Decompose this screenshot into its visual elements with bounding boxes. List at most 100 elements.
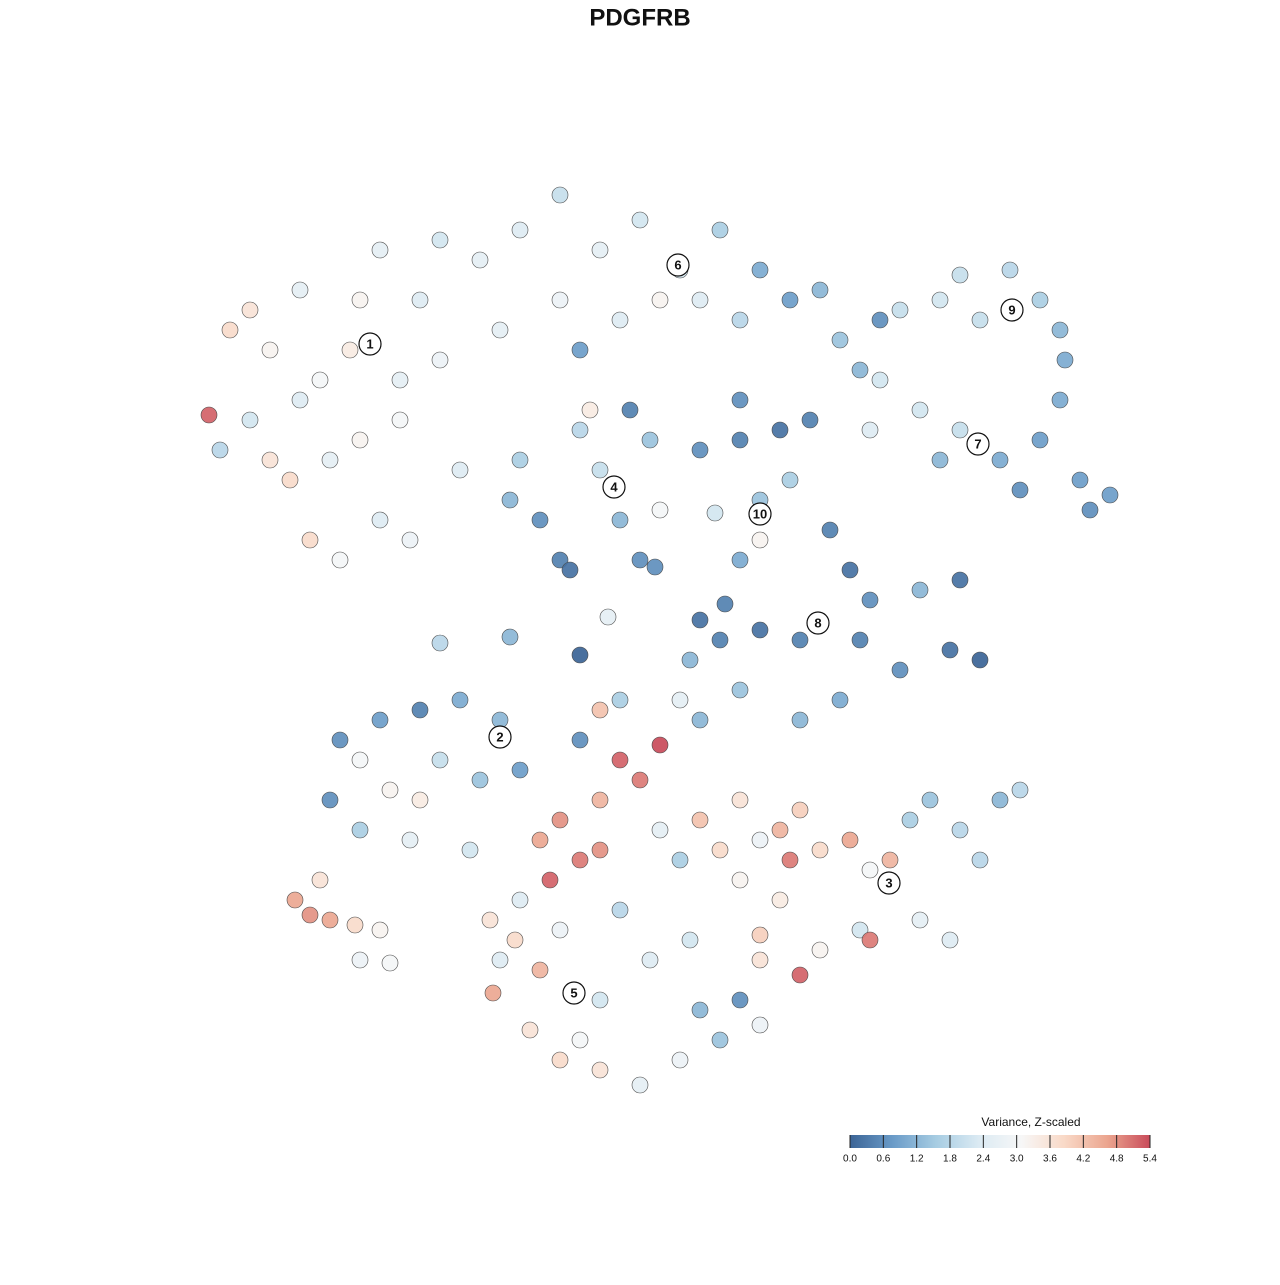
- point: [571, 421, 589, 439]
- point: [346, 916, 364, 934]
- point: [781, 471, 799, 489]
- point: [551, 811, 569, 829]
- point: [461, 841, 479, 859]
- point: [851, 631, 869, 649]
- point: [221, 321, 239, 339]
- colorbar: Variance, Z-scaled 0.0 0.6 1.2 1.8 2.4 3.0 3.6…: [843, 1115, 1157, 1164]
- point: [1051, 391, 1069, 409]
- point: [646, 558, 664, 576]
- point: [641, 431, 659, 449]
- point: [471, 251, 489, 269]
- point: [1081, 501, 1099, 519]
- colorbar-gradient: [850, 1135, 1150, 1148]
- cluster-label-badge: [666, 253, 690, 277]
- point: [861, 421, 879, 439]
- point: [631, 551, 649, 569]
- point: [691, 1001, 709, 1019]
- point: [831, 691, 849, 709]
- point: [651, 291, 669, 309]
- colorbar-tick-label: 1.2: [910, 1154, 924, 1165]
- point: [351, 951, 369, 969]
- point: [631, 771, 649, 789]
- point: [511, 451, 529, 469]
- point: [401, 831, 419, 849]
- point: [611, 511, 629, 529]
- cluster-label-badge: [358, 332, 382, 356]
- point: [431, 751, 449, 769]
- point: [411, 291, 429, 309]
- point: [791, 711, 809, 729]
- point: [991, 451, 1009, 469]
- cluster-labels: 1 6 9 7 4 10 8 2 3 5: [358, 253, 1024, 1005]
- point: [591, 841, 609, 859]
- point: [301, 531, 319, 549]
- point: [651, 821, 669, 839]
- colorbar-tick-label: 0.0: [843, 1154, 857, 1165]
- point: [381, 954, 399, 972]
- point: [391, 371, 409, 389]
- point: [751, 831, 769, 849]
- point: [691, 711, 709, 729]
- cluster-label: 8: [814, 615, 821, 630]
- colorbar-tick-label: 5.4: [1143, 1154, 1157, 1165]
- point: [731, 551, 749, 569]
- point: [411, 701, 429, 719]
- point: [731, 681, 749, 699]
- point: [711, 1031, 729, 1049]
- point: [451, 691, 469, 709]
- point: [691, 811, 709, 829]
- point: [811, 281, 829, 299]
- point: [1001, 261, 1019, 279]
- point: [401, 531, 419, 549]
- point: [611, 311, 629, 329]
- point: [371, 241, 389, 259]
- point: [321, 791, 339, 809]
- point: [851, 361, 869, 379]
- point: [921, 791, 939, 809]
- point: [261, 451, 279, 469]
- point: [521, 1021, 539, 1039]
- cluster-label-badge: [806, 611, 830, 635]
- cluster-label-badge: [488, 725, 512, 749]
- point: [671, 691, 689, 709]
- cluster-label: 2: [496, 729, 503, 744]
- point: [1101, 486, 1119, 504]
- point: [1031, 431, 1049, 449]
- cluster-label-badge: [602, 475, 626, 499]
- point: [971, 651, 989, 669]
- point: [951, 571, 969, 589]
- colorbar-tick-label: 3.0: [1010, 1154, 1024, 1165]
- point: [351, 431, 369, 449]
- point: [991, 791, 1009, 809]
- point: [731, 871, 749, 889]
- point: [571, 731, 589, 749]
- point: [621, 401, 639, 419]
- point: [871, 371, 889, 389]
- point: [351, 751, 369, 769]
- point: [571, 646, 589, 664]
- point: [821, 521, 839, 539]
- point: [681, 651, 699, 669]
- point: [691, 291, 709, 309]
- point: [531, 831, 549, 849]
- point: [301, 906, 319, 924]
- point: [971, 851, 989, 869]
- point: [751, 926, 769, 944]
- point: [491, 321, 509, 339]
- point: [611, 751, 629, 769]
- point: [321, 911, 339, 929]
- cluster-label: 9: [1008, 302, 1015, 317]
- point: [1071, 471, 1089, 489]
- point: [581, 401, 599, 419]
- point: [551, 291, 569, 309]
- point: [501, 628, 519, 646]
- point: [941, 641, 959, 659]
- point: [431, 634, 449, 652]
- chart-title: PDGFRB: [589, 4, 690, 31]
- cluster-label: 7: [974, 436, 981, 451]
- point: [1051, 321, 1069, 339]
- point: [531, 961, 549, 979]
- point: [771, 821, 789, 839]
- point: [881, 851, 899, 869]
- point: [481, 911, 499, 929]
